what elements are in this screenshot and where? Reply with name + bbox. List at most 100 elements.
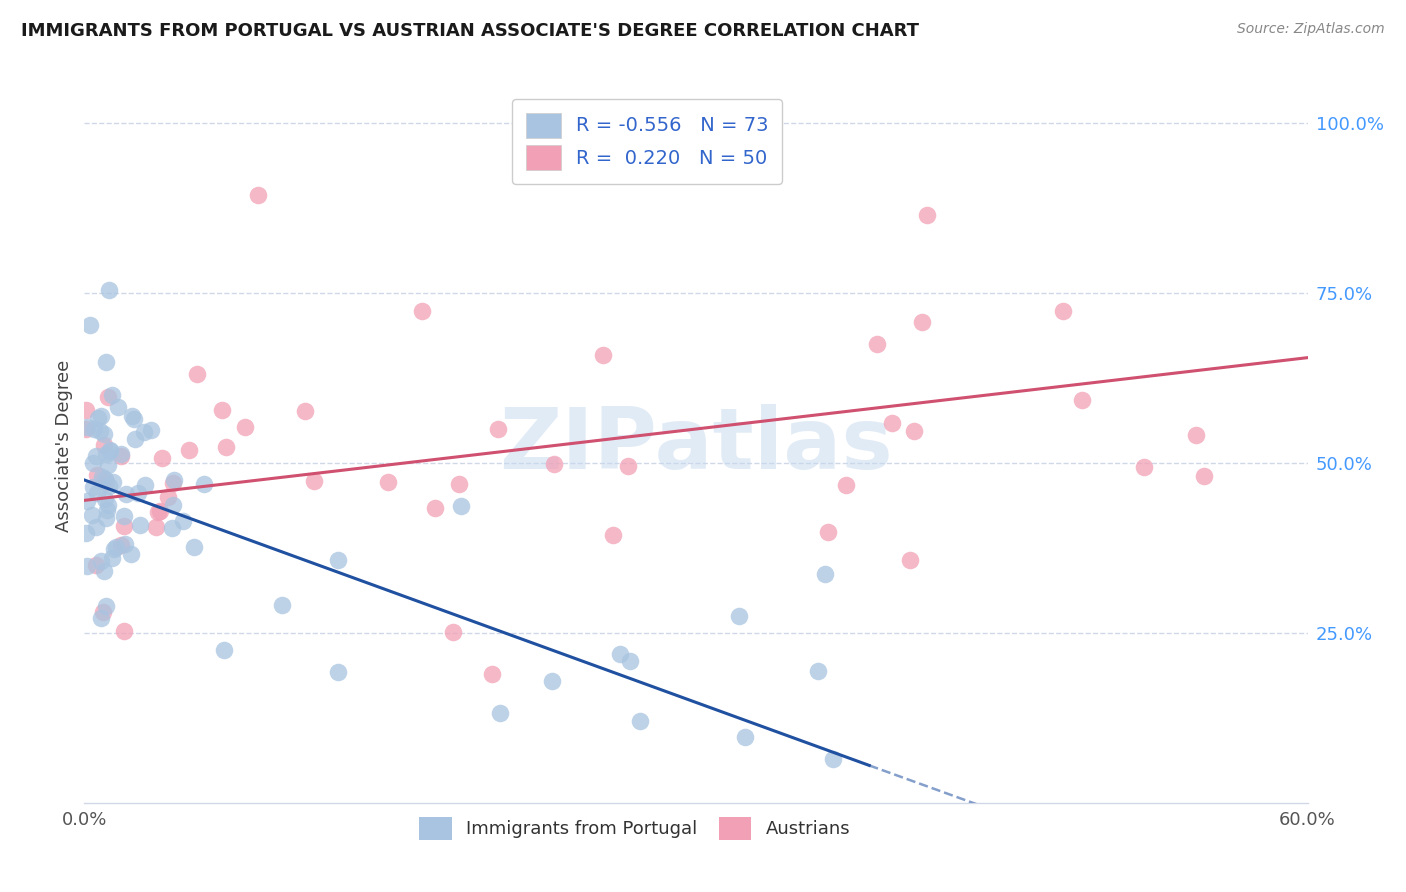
Point bbox=[87, 411, 110, 425]
Point bbox=[112, 624, 135, 638]
Point bbox=[90, 409, 112, 424]
Point bbox=[110, 448, 132, 462]
Point bbox=[1132, 459, 1154, 474]
Point bbox=[215, 440, 238, 454]
Point bbox=[450, 499, 472, 513]
Point bbox=[441, 625, 464, 640]
Point bbox=[1185, 428, 1208, 442]
Point bbox=[98, 479, 121, 493]
Point bbox=[186, 368, 208, 382]
Point bbox=[91, 605, 114, 619]
Point bbox=[1052, 303, 1074, 318]
Text: Source: ZipAtlas.com: Source: ZipAtlas.com bbox=[1237, 22, 1385, 37]
Point bbox=[110, 538, 132, 552]
Point bbox=[489, 706, 512, 720]
Point bbox=[124, 432, 146, 446]
Point bbox=[107, 401, 129, 415]
Text: IMMIGRANTS FROM PORTUGAL VS AUSTRIAN ASSOCIATE'S DEGREE CORRELATION CHART: IMMIGRANTS FROM PORTUGAL VS AUSTRIAN ASS… bbox=[21, 22, 920, 40]
Point bbox=[246, 187, 269, 202]
Point bbox=[96, 503, 118, 517]
Point bbox=[616, 459, 638, 474]
Point bbox=[183, 540, 205, 554]
Point bbox=[122, 412, 145, 426]
Point bbox=[82, 456, 104, 470]
Point bbox=[1194, 468, 1216, 483]
Point bbox=[93, 427, 115, 442]
Point bbox=[89, 424, 111, 438]
Point bbox=[96, 355, 118, 369]
Point bbox=[96, 498, 118, 512]
Point bbox=[112, 519, 135, 533]
Point bbox=[294, 404, 316, 418]
Point bbox=[76, 558, 98, 573]
Point bbox=[326, 553, 349, 567]
Point bbox=[609, 647, 631, 661]
Point bbox=[814, 566, 837, 581]
Point bbox=[162, 498, 184, 512]
Point bbox=[94, 599, 117, 613]
Point bbox=[120, 547, 142, 561]
Point bbox=[157, 490, 180, 504]
Point bbox=[75, 403, 97, 417]
Point bbox=[97, 283, 120, 297]
Point bbox=[834, 477, 856, 491]
Point bbox=[214, 643, 236, 657]
Point bbox=[628, 714, 651, 728]
Point bbox=[110, 449, 132, 463]
Point bbox=[271, 598, 294, 612]
Point bbox=[98, 442, 121, 457]
Point bbox=[101, 475, 124, 489]
Point bbox=[91, 470, 114, 484]
Point bbox=[75, 525, 97, 540]
Point bbox=[734, 730, 756, 744]
Point bbox=[84, 520, 107, 534]
Point bbox=[93, 438, 115, 452]
Point bbox=[94, 472, 117, 486]
Point bbox=[115, 487, 138, 501]
Point bbox=[302, 475, 325, 489]
Point bbox=[94, 475, 117, 489]
Point bbox=[481, 667, 503, 681]
Point bbox=[96, 511, 118, 525]
Point bbox=[193, 476, 215, 491]
Point bbox=[80, 508, 103, 522]
Point bbox=[127, 485, 149, 500]
Point bbox=[817, 524, 839, 539]
Point bbox=[211, 403, 233, 417]
Point bbox=[82, 480, 104, 494]
Point bbox=[235, 419, 257, 434]
Point bbox=[97, 458, 120, 472]
Point bbox=[915, 208, 938, 222]
Point bbox=[129, 517, 152, 532]
Point bbox=[121, 409, 143, 424]
Point bbox=[76, 494, 98, 508]
Text: ZIPatlas: ZIPatlas bbox=[499, 404, 893, 488]
Point bbox=[75, 422, 97, 436]
Point bbox=[903, 425, 925, 439]
Point bbox=[377, 475, 399, 490]
Point bbox=[543, 458, 565, 472]
Point bbox=[486, 422, 509, 436]
Point bbox=[807, 664, 830, 678]
Point bbox=[93, 492, 115, 507]
Point bbox=[821, 752, 844, 766]
Point bbox=[898, 553, 921, 567]
Point bbox=[411, 304, 433, 318]
Point bbox=[162, 521, 184, 535]
Point bbox=[177, 442, 200, 457]
Point bbox=[619, 654, 641, 668]
Legend: Immigrants from Portugal, Austrians: Immigrants from Portugal, Austrians bbox=[412, 810, 858, 847]
Point bbox=[100, 388, 122, 402]
Point bbox=[104, 540, 127, 554]
Point bbox=[150, 450, 173, 465]
Point bbox=[139, 423, 162, 437]
Point bbox=[112, 509, 135, 524]
Point bbox=[94, 447, 117, 461]
Point bbox=[172, 514, 194, 528]
Point bbox=[728, 608, 751, 623]
Point bbox=[423, 501, 446, 516]
Point bbox=[79, 318, 101, 333]
Point bbox=[90, 554, 112, 568]
Point bbox=[145, 520, 167, 534]
Point bbox=[880, 416, 903, 430]
